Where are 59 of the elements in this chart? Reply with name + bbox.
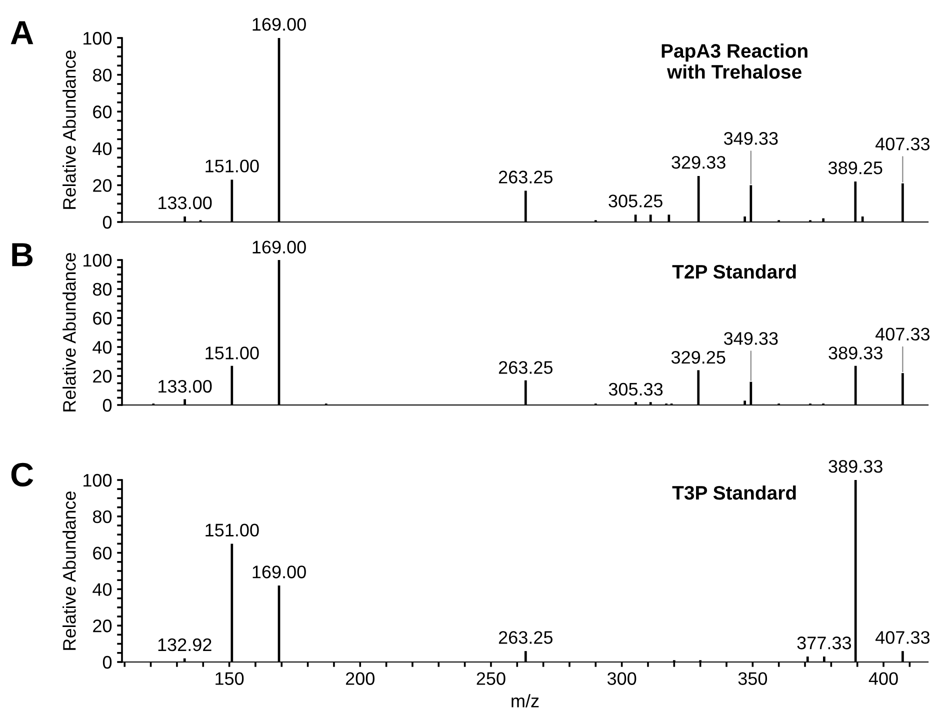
y-tick-label: 60 [93,106,112,118]
y-tick-label: 80 [92,510,112,524]
x-axis-title: m/z [512,694,539,708]
y-tick-label: 40 [92,583,112,596]
annotation: 151.00 [206,346,259,360]
x-tick-label: 200 [346,672,374,685]
y-axis-title: Relative Abundance [62,252,76,412]
text: C [11,462,34,486]
y-tick-label: 0 [102,656,112,669]
annotation: 407.33 [876,328,930,341]
y-tick-label: 20 [93,370,112,383]
annotation: 263.25 [498,631,553,644]
annotation: 263.25 [498,170,553,184]
y-tick-label: 0 [102,398,112,412]
annotation: 133.00 [158,196,212,210]
annotation: 151.00 [206,524,259,536]
chart-title: T2P Standard [672,264,796,279]
annotation: 151.00 [206,160,259,172]
annotation: 349.33 [724,332,778,345]
annotation: 132.92 [158,638,212,652]
annotation: 305.25 [608,194,662,208]
y-tick-label: 100 [84,32,112,45]
annotation: 169.00 [252,18,306,31]
annotation: 349.33 [724,132,778,145]
y-tick-label: 100 [84,254,112,267]
annotation: 169.00 [252,240,306,254]
annotation: 169.00 [252,566,306,578]
annotation: 329.25 [671,350,726,364]
annotation: 407.33 [876,138,930,150]
y-tick-label: 20 [93,179,112,192]
text: B [12,243,33,266]
annotation: 389.33 [828,346,882,360]
chart-title: T3P Standard [672,485,796,500]
y-tick-label: 60 [93,312,112,325]
x-tick-label: 350 [738,672,768,685]
annotation: 377.33 [797,636,852,650]
annotation: 263.25 [498,361,553,374]
y-tick-label: 80 [92,282,112,296]
text: PapA3 Reaction with Trehalose [662,44,808,79]
x-tick-label: 300 [607,672,636,685]
x-tick-label: 250 [476,672,506,685]
y-axis-title: Relative Abundance [62,50,76,209]
y-tick-label: 80 [92,68,112,82]
y-tick-label: 40 [92,142,112,156]
annotation: 329.33 [672,156,726,169]
annotation: 407.33 [876,631,930,644]
y-tick-label: 40 [92,340,112,354]
text: A [10,21,34,44]
y-tick-label: 0 [102,216,112,229]
annotation: 305.33 [608,382,663,396]
y-tick-label: 20 [93,620,112,632]
x-tick-label: 400 [868,672,898,685]
y-tick-label: 100 [84,474,112,487]
annotation: 133.00 [158,380,212,393]
y-axis-title: Relative Abundance [62,491,76,650]
y-tick-label: 60 [93,546,112,560]
annotation: 389.33 [828,460,882,473]
x-tick-label: 150 [216,672,244,685]
annotation: 389.25 [828,161,882,174]
